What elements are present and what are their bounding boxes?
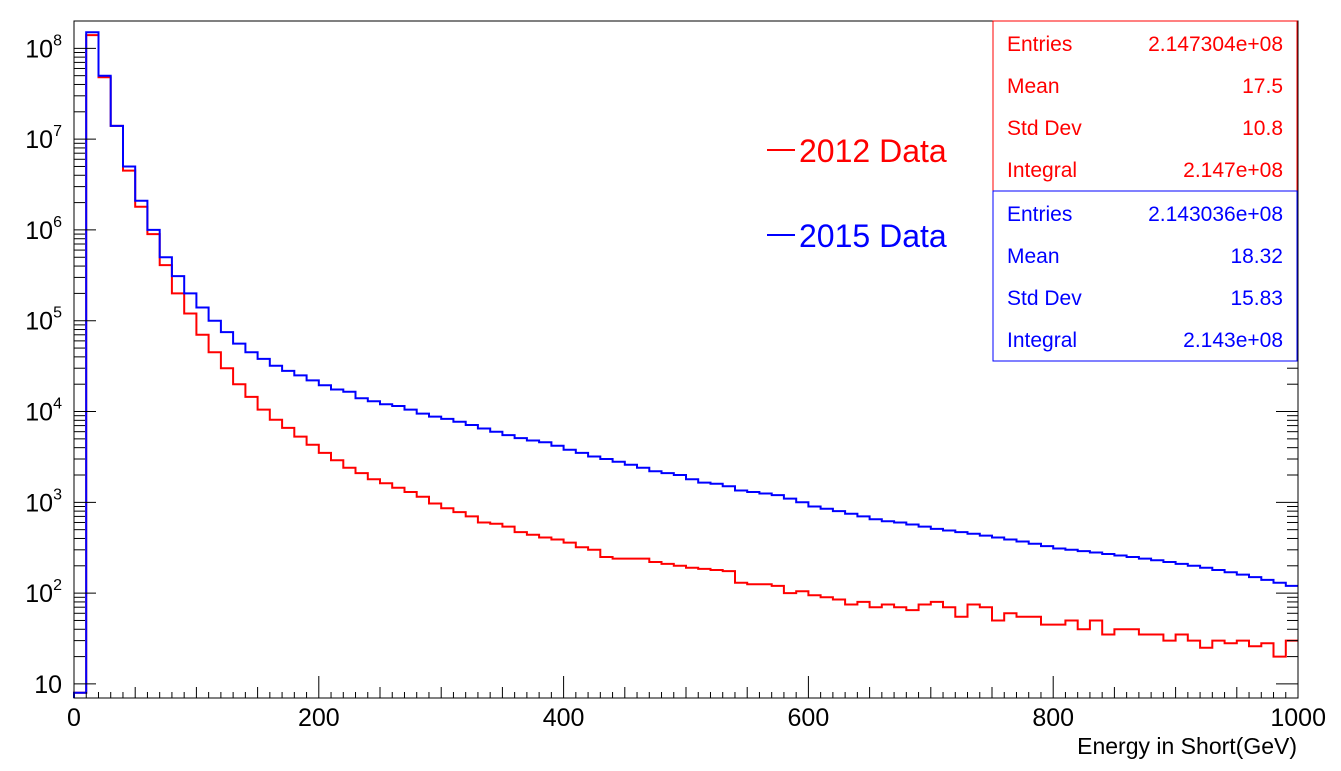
stats-label: Entries bbox=[1007, 203, 1072, 226]
plot-area bbox=[73, 31, 1298, 698]
series-line-2012 bbox=[73, 34, 1298, 698]
stats-label: Mean bbox=[1007, 245, 1060, 268]
stats-boxes: Entries 2.147304e+08 Mean 17.5 Std Dev 10.8 In… bbox=[992, 20, 1298, 362]
x-tick-label: 800 bbox=[1032, 704, 1074, 732]
stats-value: 10.8 bbox=[1242, 117, 1283, 140]
stats-value: 15.83 bbox=[1230, 287, 1283, 310]
stats-box bbox=[992, 20, 1298, 192]
series-line-2015 bbox=[73, 31, 1298, 698]
legend-label: 2015 Data bbox=[799, 218, 947, 254]
y-tick-label: 104 bbox=[25, 396, 62, 427]
stats-label: Entries bbox=[1007, 33, 1072, 56]
y-axis: 10 102 103 104 105 106 107 108 bbox=[25, 20, 1298, 699]
y-tick-label: 102 bbox=[25, 577, 62, 608]
legend-label: 2012 Data bbox=[799, 133, 947, 169]
legend: 2012 Data 2015 Data bbox=[767, 133, 947, 254]
y-tick-label: 106 bbox=[25, 214, 62, 245]
x-tick-label: 200 bbox=[298, 704, 340, 732]
x-axis: 0 200 400 600 800 1000 bbox=[67, 676, 1326, 732]
stats-label: Mean bbox=[1007, 75, 1060, 98]
x-tick-label: 0 bbox=[67, 704, 81, 732]
x-axis-label: Energy in Short(GeV) bbox=[1077, 733, 1297, 759]
y-tick-label: 103 bbox=[25, 486, 62, 517]
stats-box bbox=[992, 190, 1298, 362]
stats-value: 2.147e+08 bbox=[1183, 159, 1283, 182]
stats-label: Std Dev bbox=[1007, 117, 1082, 140]
stats-value: 2.143e+08 bbox=[1183, 329, 1283, 352]
y-tick-label: 10 bbox=[34, 671, 62, 699]
stats-label: Integral bbox=[1007, 329, 1077, 352]
stats-label: Std Dev bbox=[1007, 287, 1082, 310]
x-tick-label: 400 bbox=[543, 704, 585, 732]
y-tick-label: 108 bbox=[25, 32, 62, 63]
x-tick-label: 1000 bbox=[1270, 704, 1326, 732]
stats-value: 17.5 bbox=[1242, 75, 1283, 98]
y-tick-label: 105 bbox=[25, 305, 62, 336]
stats-label: Integral bbox=[1007, 159, 1077, 182]
x-tick-label: 600 bbox=[788, 704, 830, 732]
stats-value: 18.32 bbox=[1230, 245, 1283, 268]
y-tick-label: 107 bbox=[25, 123, 62, 154]
stats-value: 2.143036e+08 bbox=[1148, 203, 1283, 226]
stats-value: 2.147304e+08 bbox=[1148, 33, 1283, 56]
